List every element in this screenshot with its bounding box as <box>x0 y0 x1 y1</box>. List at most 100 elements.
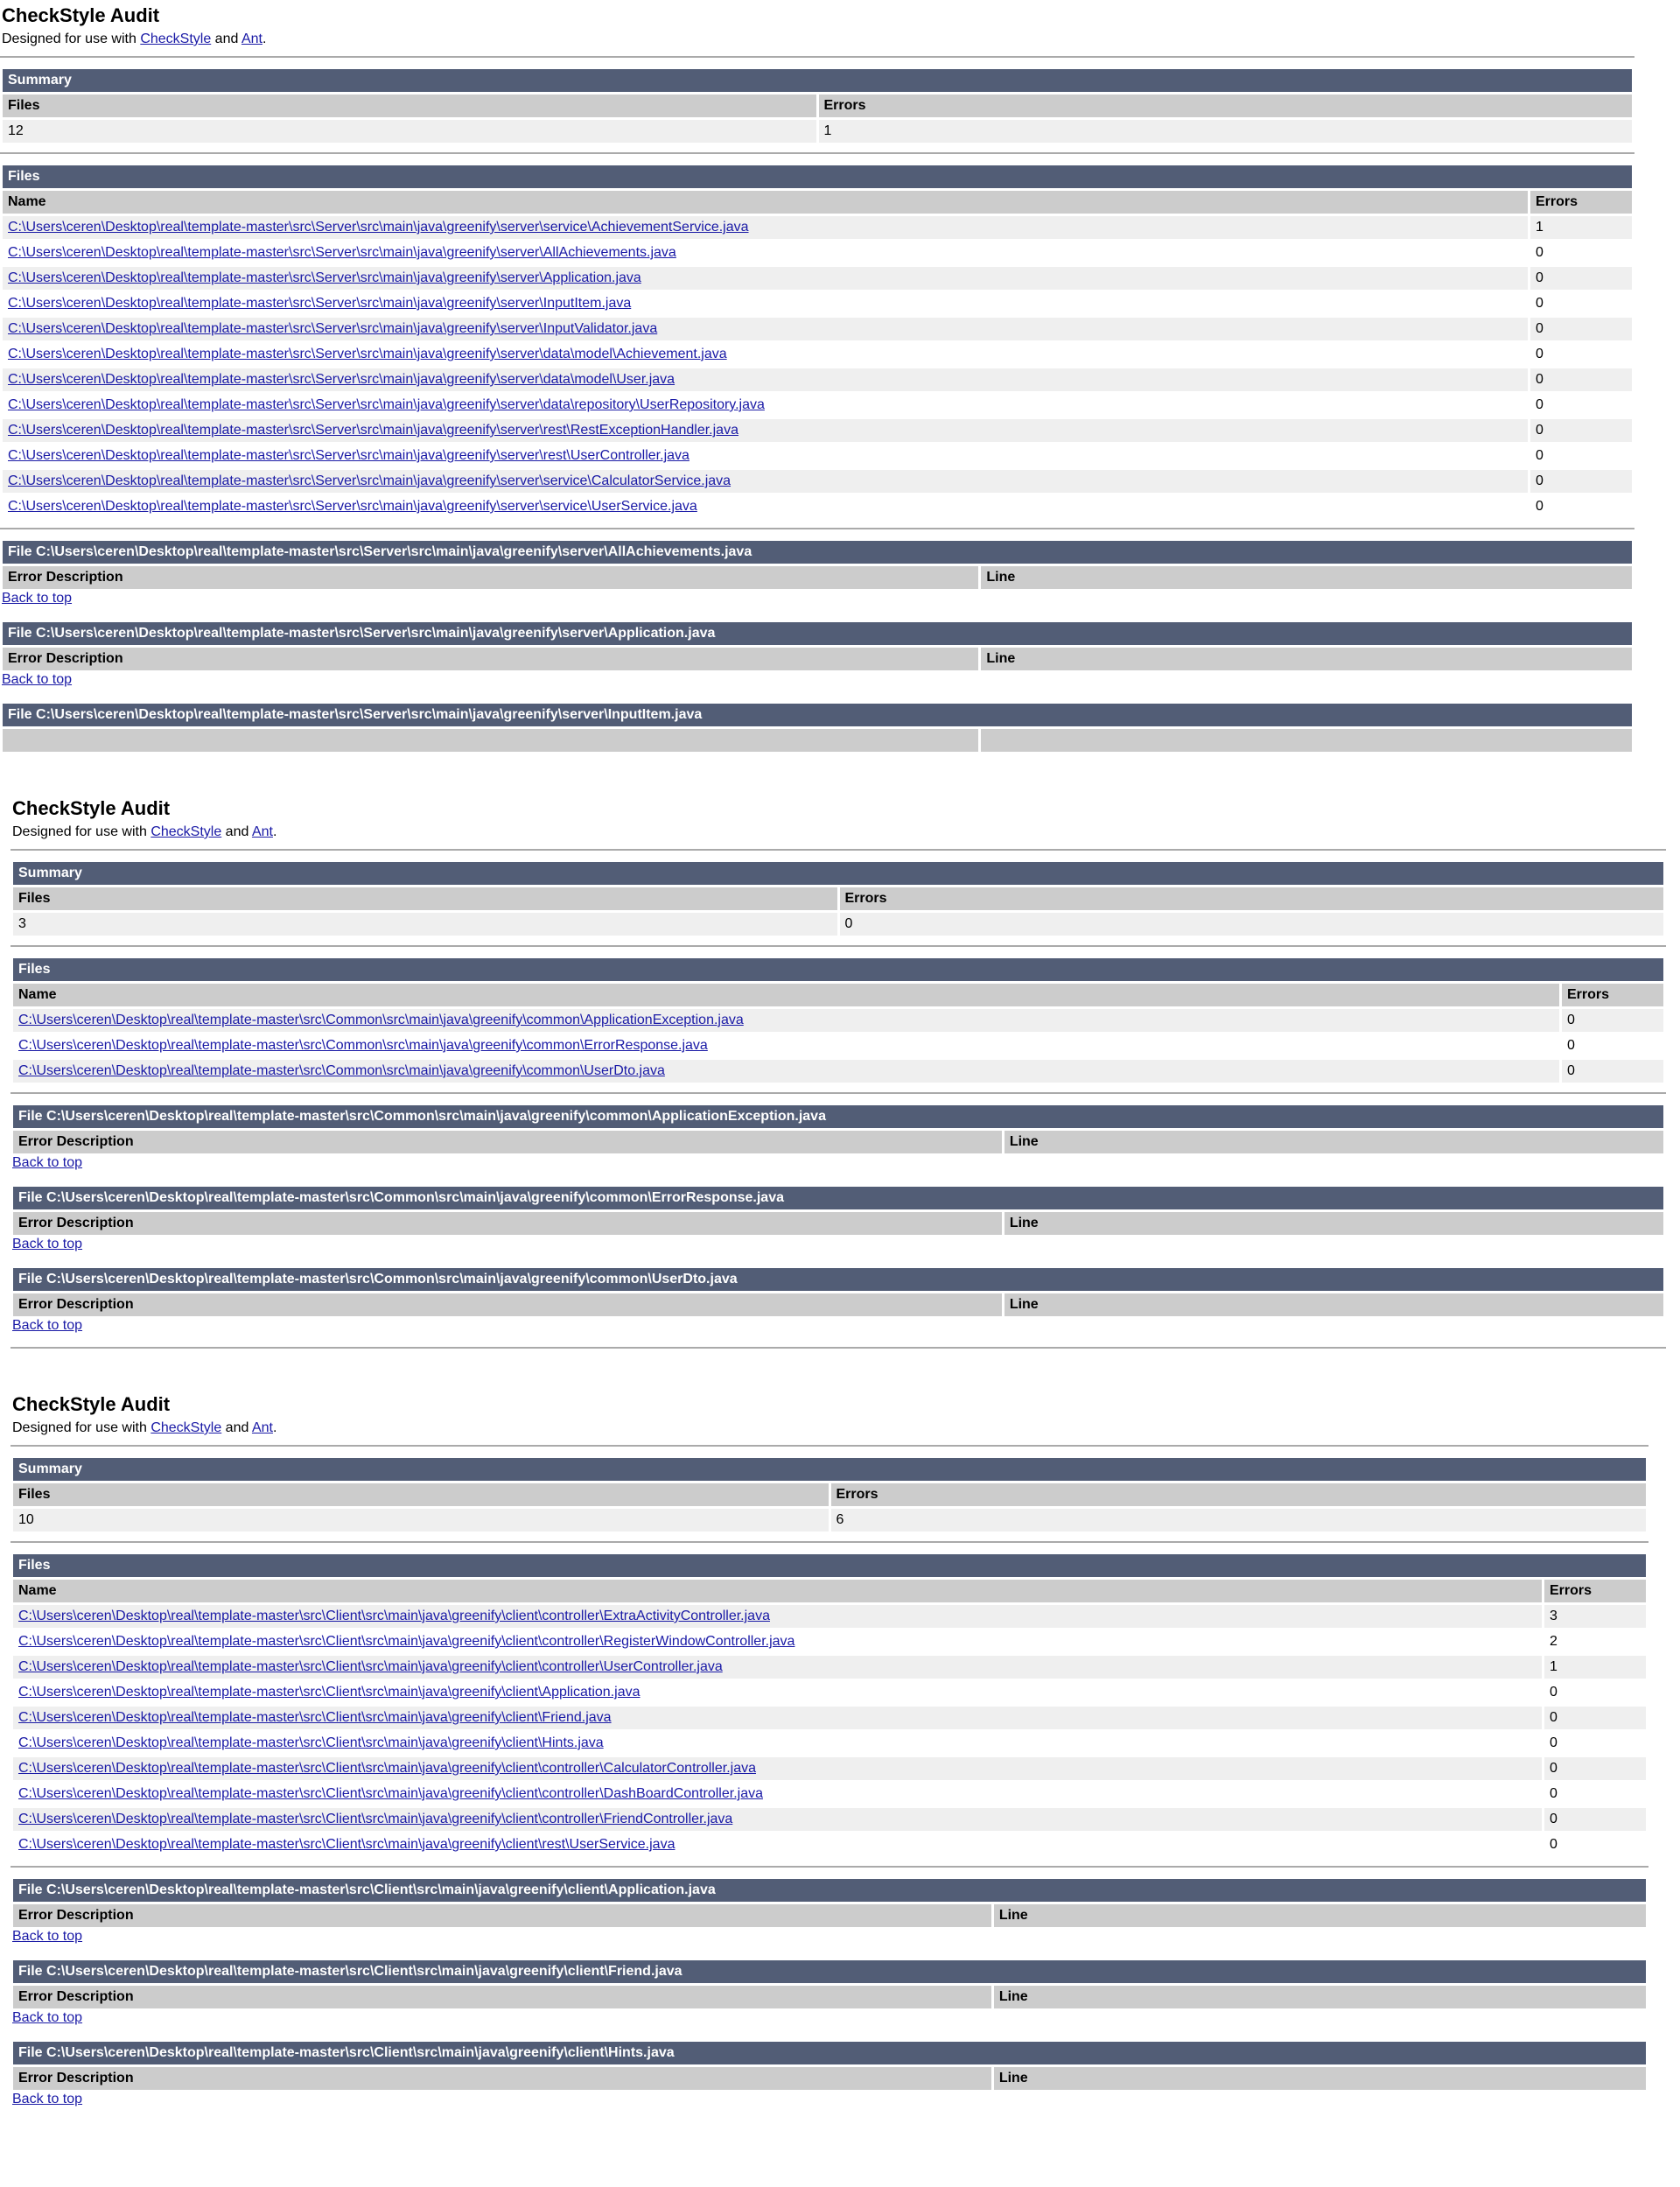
file-detail-header-row: Error Description Line <box>3 566 1632 589</box>
file-detail-header-row: Error Description Line <box>13 1212 1663 1235</box>
subtitle-text: . <box>272 824 277 839</box>
col-error-description: Error Description <box>3 566 979 589</box>
file-detail-heading: File C:\Users\ceren\Desktop\real\templat… <box>3 704 1632 726</box>
table-row: C:\Users\ceren\Desktop\real\template-mas… <box>3 495 1632 518</box>
file-link[interactable]: C:\Users\ceren\Desktop\real\template-mas… <box>18 1685 640 1700</box>
table-row: C:\Users\ceren\Desktop\real\template-mas… <box>3 318 1632 340</box>
file-link[interactable]: C:\Users\ceren\Desktop\real\template-mas… <box>8 473 732 488</box>
file-detail-header-row: Error Description Line <box>13 2067 1646 2090</box>
back-to-top-link[interactable]: Back to top <box>12 2092 83 2106</box>
table-row: C:\Users\ceren\Desktop\real\template-mas… <box>13 1707 1646 1729</box>
files-table: Files Name Errors C:\Users\ceren\Desktop\re… <box>10 956 1666 1085</box>
file-link[interactable]: C:\Users\ceren\Desktop\real\template-mas… <box>18 1038 708 1053</box>
file-link[interactable]: C:\Users\ceren\Desktop\real\template-mas… <box>18 1710 612 1725</box>
col-errors: Errors <box>1530 191 1632 214</box>
table-row: C:\Users\ceren\Desktop\real\template-mas… <box>13 1757 1646 1780</box>
file-errors-cell: 0 <box>1530 445 1632 467</box>
files-count: 3 <box>13 913 837 936</box>
file-link[interactable]: C:\Users\ceren\Desktop\real\template-mas… <box>8 397 765 412</box>
file-link[interactable]: C:\Users\ceren\Desktop\real\template-mas… <box>18 1837 676 1852</box>
file-link[interactable]: C:\Users\ceren\Desktop\real\template-mas… <box>8 220 749 235</box>
file-name-cell: C:\Users\ceren\Desktop\real\template-mas… <box>13 1783 1542 1805</box>
file-link[interactable]: C:\Users\ceren\Desktop\real\template-mas… <box>8 448 690 463</box>
file-detail-header-row: Error Description Line <box>13 1131 1663 1153</box>
summary-heading: Summary <box>13 862 1663 885</box>
subtitle-text: Designed for use with <box>12 824 151 839</box>
file-link[interactable]: C:\Users\ceren\Desktop\real\template-mas… <box>18 1609 770 1623</box>
file-link[interactable]: C:\Users\ceren\Desktop\real\template-mas… <box>18 1634 795 1649</box>
file-errors-cell: 0 <box>1544 1732 1646 1755</box>
file-name-cell: C:\Users\ceren\Desktop\real\template-mas… <box>3 242 1528 264</box>
files-header-row: Name Errors <box>13 984 1663 1006</box>
file-link[interactable]: C:\Users\ceren\Desktop\real\template-mas… <box>18 1659 723 1674</box>
file-detail-header-row: Error Description Line <box>13 1986 1646 2008</box>
back-to-top-link[interactable]: Back to top <box>12 1155 83 1170</box>
summary-row: 10 6 <box>13 1509 1646 1532</box>
file-link[interactable]: C:\Users\ceren\Desktop\real\template-mas… <box>8 499 697 514</box>
back-to-top-link[interactable]: Back to top <box>12 2010 83 2025</box>
file-link[interactable]: C:\Users\ceren\Desktop\real\template-mas… <box>8 270 641 285</box>
summary-header-row: Files Errors <box>13 887 1663 910</box>
file-link[interactable]: C:\Users\ceren\Desktop\real\template-mas… <box>8 245 676 260</box>
file-link[interactable]: C:\Users\ceren\Desktop\real\template-mas… <box>18 1812 733 1826</box>
subtitle-text: and <box>221 1420 252 1435</box>
report-title: CheckStyle Audit <box>2 4 160 26</box>
file-detail-table: File C:\Users\ceren\Desktop\real\templat… <box>0 538 1634 592</box>
checkstyle-link[interactable]: CheckStyle <box>150 824 222 839</box>
file-name-cell: C:\Users\ceren\Desktop\real\template-mas… <box>13 1681 1542 1704</box>
file-link[interactable]: C:\Users\ceren\Desktop\real\template-mas… <box>18 1063 665 1078</box>
back-to-top-link[interactable]: Back to top <box>2 672 73 687</box>
file-errors-cell: 0 <box>1530 368 1632 391</box>
summary-heading: Summary <box>3 69 1632 92</box>
table-row: C:\Users\ceren\Desktop\real\template-mas… <box>13 1732 1646 1755</box>
file-errors-cell: 0 <box>1544 1757 1646 1780</box>
checkstyle-link[interactable]: CheckStyle <box>140 32 212 46</box>
file-link[interactable]: C:\Users\ceren\Desktop\real\template-mas… <box>18 1013 744 1027</box>
file-detail-heading: File C:\Users\ceren\Desktop\real\templat… <box>13 1268 1663 1291</box>
back-to-top-link[interactable]: Back to top <box>2 591 73 606</box>
ant-link[interactable]: Ant <box>241 32 262 46</box>
file-name-cell: C:\Users\ceren\Desktop\real\template-mas… <box>3 216 1528 239</box>
table-row: C:\Users\ceren\Desktop\real\template-mas… <box>13 1034 1663 1057</box>
file-name-cell: C:\Users\ceren\Desktop\real\template-mas… <box>13 1605 1542 1628</box>
table-row: C:\Users\ceren\Desktop\real\template-mas… <box>3 343 1632 366</box>
ant-link[interactable]: Ant <box>251 1420 273 1435</box>
file-name-cell: C:\Users\ceren\Desktop\real\template-mas… <box>13 1808 1542 1831</box>
col-line: Line <box>1004 1131 1663 1153</box>
file-link[interactable]: C:\Users\ceren\Desktop\real\template-mas… <box>18 1786 763 1801</box>
back-to-top-link[interactable]: Back to top <box>12 1318 83 1333</box>
errors-count: 0 <box>839 913 1663 936</box>
file-detail-heading-row: File C:\Users\ceren\Desktop\real\templat… <box>3 704 1632 726</box>
file-errors-cell: 0 <box>1562 1060 1663 1083</box>
table-row: C:\Users\ceren\Desktop\real\template-mas… <box>3 242 1632 264</box>
file-link[interactable]: C:\Users\ceren\Desktop\real\template-mas… <box>8 372 676 387</box>
file-link[interactable]: C:\Users\ceren\Desktop\real\template-mas… <box>18 1735 604 1750</box>
checkstyle-link[interactable]: CheckStyle <box>150 1420 222 1435</box>
col-error-description: Error Description <box>13 1131 1002 1153</box>
summary-heading: Summary <box>13 1458 1646 1481</box>
file-detail-table: File C:\Users\ceren\Desktop\real\templat… <box>10 1876 1648 1930</box>
ant-link[interactable]: Ant <box>251 824 273 839</box>
file-name-cell: C:\Users\ceren\Desktop\real\template-mas… <box>3 343 1528 366</box>
back-to-top-link[interactable]: Back to top <box>12 1237 83 1251</box>
col-errors: Errors <box>1562 984 1663 1006</box>
file-detail-header-row: Error Description Line <box>13 1293 1663 1316</box>
file-errors-cell: 0 <box>1562 1009 1663 1032</box>
col-files: Files <box>13 887 837 910</box>
file-link[interactable]: C:\Users\ceren\Desktop\real\template-mas… <box>8 423 738 438</box>
table-row: C:\Users\ceren\Desktop\real\template-mas… <box>13 1060 1663 1083</box>
table-row: C:\Users\ceren\Desktop\real\template-mas… <box>3 292 1632 315</box>
file-link[interactable]: C:\Users\ceren\Desktop\real\template-mas… <box>18 1761 756 1776</box>
file-link[interactable]: C:\Users\ceren\Desktop\real\template-mas… <box>8 296 632 311</box>
file-name-cell: C:\Users\ceren\Desktop\real\template-mas… <box>13 1009 1559 1032</box>
divider <box>0 152 1634 154</box>
divider <box>10 1347 1666 1349</box>
file-detail-heading-row: File C:\Users\ceren\Desktop\real\templat… <box>13 1268 1663 1291</box>
back-to-top-link[interactable]: Back to top <box>12 1929 83 1944</box>
file-errors-cell: 0 <box>1530 343 1632 366</box>
summary-table: Summary Files Errors 12 1 <box>0 67 1634 145</box>
file-link[interactable]: C:\Users\ceren\Desktop\real\template-mas… <box>8 321 658 336</box>
col-error-description: Error Description <box>13 2067 991 2090</box>
file-link[interactable]: C:\Users\ceren\Desktop\real\template-mas… <box>8 347 727 361</box>
file-errors-cell: 0 <box>1530 318 1632 340</box>
